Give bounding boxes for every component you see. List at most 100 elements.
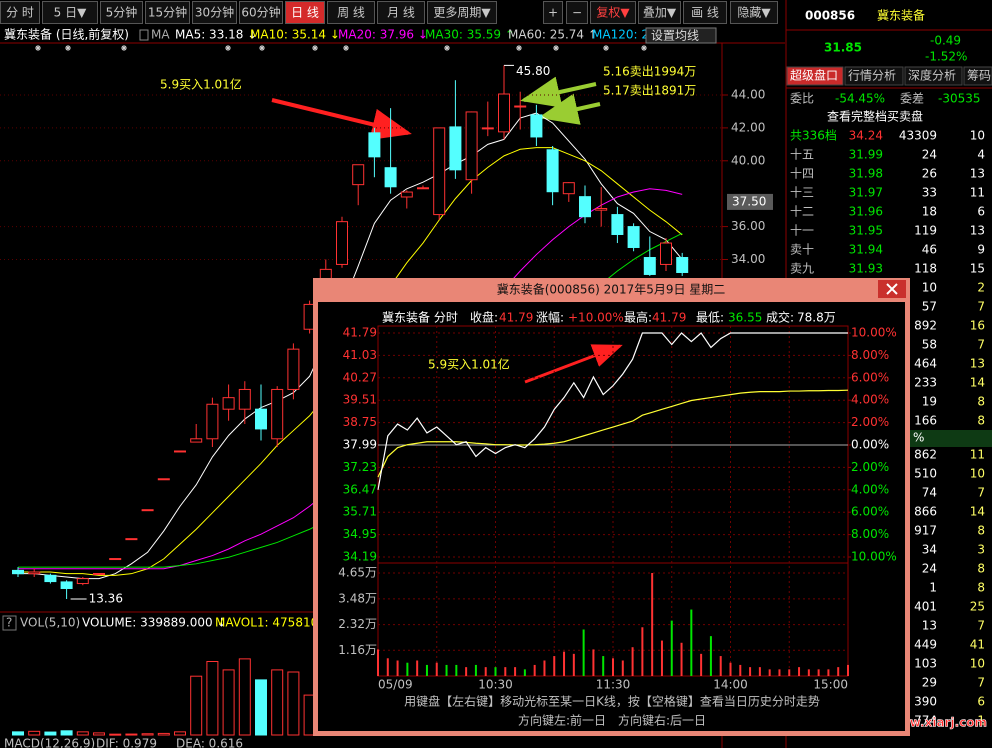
pct-tick-label: 10.00% (851, 326, 897, 340)
book-count: 10 (970, 129, 985, 143)
ma-legend: MA60: 25.74 ↑ (508, 28, 598, 42)
footer-hint: 方向键左:前一日 方向键右:后一日 (518, 713, 706, 728)
book-volume: 118 (914, 262, 937, 276)
book-count: 7 (977, 676, 985, 690)
annotation: 5.9买入1.01亿 (160, 77, 242, 92)
volume-bar (592, 649, 595, 676)
ratio-text: 委比 (790, 92, 814, 106)
period-label: 5分钟 (106, 5, 138, 20)
kline-panel: 冀东装备 (日线,前复权) MA MA5: 33.18 ↓MA10: 35.14 ↓… (0, 27, 785, 748)
volume-bar (778, 669, 781, 676)
period-button[interactable] (327, 1, 375, 24)
popup-body (318, 302, 905, 731)
candle-body (336, 221, 348, 265)
period-button[interactable] (427, 1, 497, 24)
pct-tick-label: 2.00% (851, 460, 889, 474)
star (516, 45, 522, 51)
tab[interactable] (904, 66, 963, 86)
volume-bar (690, 609, 693, 676)
settings-button[interactable] (645, 27, 717, 44)
period-button[interactable] (145, 1, 190, 24)
annotation: 5.17卖出1891万 (603, 84, 696, 98)
volume-bar (523, 669, 526, 676)
candle-body (255, 408, 267, 430)
tab[interactable] (786, 66, 844, 86)
book-level: 十一 (790, 224, 814, 238)
volume-bar (435, 662, 438, 676)
watermark: www.xiarj.com (888, 716, 987, 730)
ma-label: MA (151, 28, 170, 42)
period-button[interactable] (100, 1, 143, 24)
volume-bar (553, 656, 556, 676)
candle-body (676, 257, 689, 273)
tool-label: 复权▼ (596, 6, 630, 20)
volume-bar (739, 664, 742, 676)
volume-bar (749, 667, 752, 676)
candle-body (238, 388, 251, 410)
time-label: 11:30 (596, 678, 631, 692)
period-button[interactable] (377, 1, 425, 24)
candle-body (368, 132, 381, 158)
tool-button[interactable] (590, 1, 636, 24)
tab[interactable] (963, 66, 992, 86)
book-volume: 119 (914, 224, 937, 238)
stock-name: 冀东装备 (877, 9, 925, 23)
volume-bar (141, 733, 154, 736)
price-tick-label: 40.27 (343, 370, 377, 384)
tool-button[interactable] (566, 1, 588, 24)
period-button[interactable] (239, 1, 283, 24)
info-text: 涨幅: (536, 310, 564, 325)
volume-bar (494, 667, 497, 676)
ma-legend: MA10: 35.14 ↓ (250, 28, 340, 42)
tool-button[interactable] (543, 1, 563, 24)
star (35, 45, 41, 51)
volume-bar (807, 669, 810, 676)
info-text: 41.79 (499, 311, 533, 325)
period-button[interactable] (192, 1, 237, 24)
volume-bar (660, 640, 663, 676)
volume-bar (504, 667, 507, 676)
volume-bar (709, 636, 712, 676)
low-label: 13.36 (89, 592, 123, 606)
tool-button[interactable] (730, 1, 778, 24)
star (312, 45, 318, 51)
period-label: 5 日▼ (54, 6, 87, 20)
book-volume: 464 (914, 357, 937, 371)
candle-body (595, 207, 608, 211)
price-tick-label: 36.47 (343, 482, 377, 496)
candle-body (222, 397, 235, 410)
tab[interactable] (844, 66, 904, 86)
star (225, 45, 231, 51)
volume-bar (582, 629, 585, 676)
candle-body (627, 226, 640, 248)
book-volume: 401 (914, 600, 937, 614)
price-tick-label: 34.19 (343, 550, 377, 564)
book-count: 8 (977, 581, 985, 595)
book-volume: 24 (922, 562, 937, 576)
period-button[interactable] (0, 1, 40, 24)
period-button[interactable] (285, 1, 325, 24)
book-count: 8 (977, 395, 985, 409)
y-tick-label: 44.00 (731, 87, 765, 101)
volume-bar (680, 642, 683, 676)
period-button[interactable] (42, 1, 98, 24)
tab-label: 深度分析 (908, 68, 956, 83)
volume-area (12, 658, 316, 736)
tool-button[interactable] (683, 1, 727, 24)
volume-bar (719, 656, 722, 676)
book-level: 卖九 (790, 262, 814, 276)
candle-body (530, 114, 543, 138)
volume-bar (271, 669, 284, 736)
book-volume: 74 (922, 486, 937, 500)
star (65, 45, 71, 51)
tool-button[interactable] (638, 1, 681, 24)
price-tick-label: 37.99 (343, 438, 377, 452)
tool-label: − (572, 6, 582, 20)
info-text: 冀东装备 分时 (382, 311, 458, 325)
volume-panel: ? VOL(5,10) VOLUME: 339889.000 ↓MAVOL1: 47… (2, 615, 318, 748)
volume-bar (768, 669, 771, 676)
candle-body (352, 164, 365, 186)
book-count: 7 (977, 619, 985, 633)
book-divider-label: % (913, 431, 924, 445)
book-price: 31.96 (849, 205, 883, 219)
